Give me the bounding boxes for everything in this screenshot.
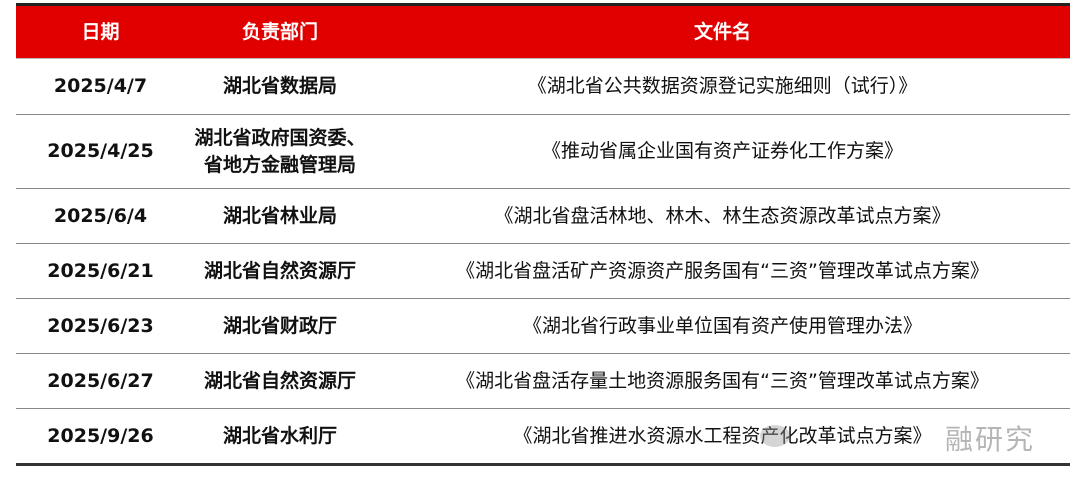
cell-file: 《湖北省盘活存量土地资源服务国有“三资”管理改革试点方案》 — [456, 369, 989, 392]
cell-dept: 湖北省水利厅 — [222, 424, 337, 447]
header-file: 文件名 — [693, 20, 751, 43]
cell-date: 2025/6/21 — [47, 259, 154, 282]
cell-file: 《推动省属企业国有资产证券化工作方案》 — [541, 140, 903, 162]
cell-dept: 湖北省数据局 — [222, 75, 337, 97]
table-header: 日期 负责部门 文件名 — [16, 6, 1070, 59]
cell-date: 2025/4/25 — [47, 140, 154, 162]
cell-date: 2025/6/4 — [53, 204, 148, 227]
watermark: 融研究 — [945, 423, 1036, 456]
cell-date: 2025/4/7 — [53, 75, 148, 97]
table-row: 2025/4/7 湖北省数据局 《湖北省公共数据资源登记实施细则（试行）》 — [16, 59, 1070, 115]
table-row: 2025/6/27 湖北省自然资源厅 《湖北省盘活存量土地资源服务国有“三资”管… — [16, 354, 1070, 409]
wechat-icon — [760, 425, 790, 447]
table-row: 2025/9/26 湖北省水利厅 《湖北省推进水资源水工程资产化改革试点方案》 — [16, 409, 1070, 466]
cell-date: 2025/6/27 — [47, 369, 154, 392]
cell-file: 《湖北省行政事业单位国有资产使用管理办法》 — [522, 314, 922, 337]
cell-file: 《湖北省盘活林地、林木、林生态资源改革试点方案》 — [494, 204, 951, 227]
cell-dept: 湖北省自然资源厅 — [203, 369, 356, 392]
table-row: 2025/4/25 湖北省政府国资委、 省地方金融管理局 《推动省属企业国有资产… — [16, 115, 1070, 189]
table-row: 2025/6/21 湖北省自然资源厅 《湖北省盘活矿产资源资产服务国有“三资”管… — [16, 244, 1070, 299]
cell-dept: 湖北省政府国资委、 省地方金融管理局 — [194, 126, 366, 176]
cell-file: 《湖北省盘活矿产资源资产服务国有“三资”管理改革试点方案》 — [456, 259, 989, 282]
cell-file: 《湖北省推进水资源水工程资产化改革试点方案》 — [513, 424, 932, 447]
cell-dept: 湖北省林业局 — [222, 204, 337, 227]
cell-date: 2025/9/26 — [47, 424, 154, 447]
cell-dept: 湖北省自然资源厅 — [203, 259, 356, 282]
table-row: 2025/6/4 湖北省林业局 《湖北省盘活林地、林木、林生态资源改革试点方案》 — [16, 189, 1070, 244]
policy-table: 日期 负责部门 文件名 2025/4/7 湖北省数据局 《湖北省公共数据资源登记… — [16, 3, 1070, 466]
header-dept: 负责部门 — [241, 20, 318, 43]
header-date: 日期 — [81, 20, 120, 43]
table-row: 2025/6/23 湖北省财政厅 《湖北省行政事业单位国有资产使用管理办法》 — [16, 299, 1070, 354]
cell-file: 《湖北省公共数据资源登记实施细则（试行）》 — [527, 75, 918, 97]
cell-date: 2025/6/23 — [47, 314, 154, 337]
cell-dept: 湖北省财政厅 — [222, 314, 337, 337]
